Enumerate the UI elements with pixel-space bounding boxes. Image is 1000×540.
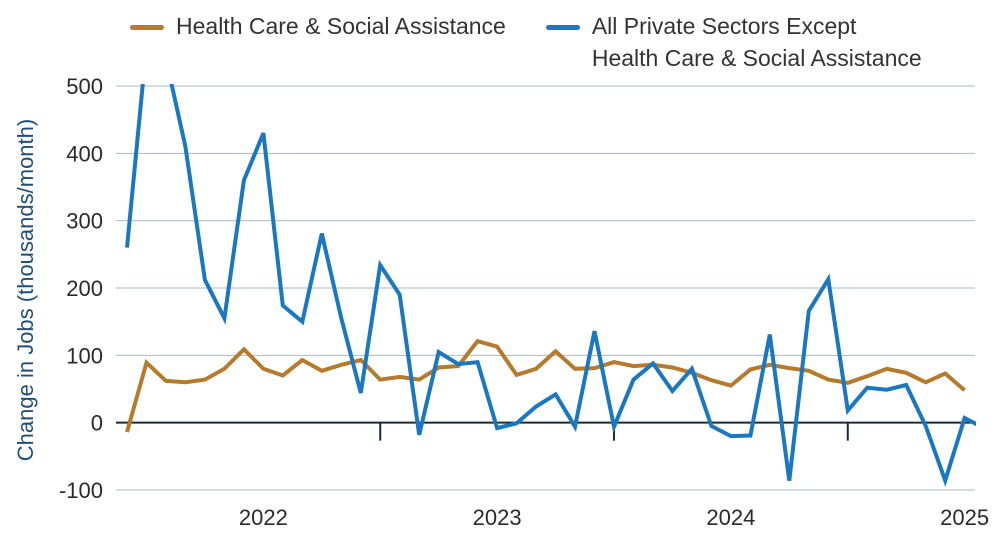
legend-swatch-private-sectors	[545, 25, 580, 30]
legend-swatch-health-care	[130, 25, 164, 30]
y-tick-label: 400	[66, 141, 103, 166]
legend-label-private-sectors: All Private Sectors Except Health Care &…	[591, 13, 922, 71]
legend: Health Care & Social Assistance All Priv…	[130, 10, 922, 74]
y-tick-label: 300	[66, 209, 103, 234]
x-tick-label: 2022	[239, 505, 288, 530]
legend-item-private-sectors: All Private Sectors Except Health Care &…	[545, 10, 922, 74]
y-tick-label: 0	[91, 411, 103, 436]
y-tick-label: 200	[66, 276, 103, 301]
x-tick-labels: 2022 2023 2024 2025	[239, 505, 989, 530]
series-line-health-care	[125, 338, 966, 433]
x-tick-label: 2025	[940, 505, 989, 530]
y-tick-label: 100	[66, 343, 103, 368]
y-tick-label: -100	[59, 478, 103, 503]
y-axis-title: Change in Jobs (thousands/month)	[13, 119, 38, 461]
x-tick-label: 2024	[706, 505, 755, 530]
legend-label-health-care: Health Care & Social Assistance	[176, 13, 506, 39]
y-tick-label: 500	[66, 74, 103, 99]
series-layer	[125, 84, 976, 487]
x-tick-label: 2023	[473, 505, 522, 530]
series-line-private-sectors	[125, 84, 976, 487]
legend-item-health-care: Health Care & Social Assistance	[130, 10, 506, 74]
y-tick-labels: 500 400 300 200 100 0 -100	[59, 74, 103, 503]
gridlines	[116, 85, 975, 491]
